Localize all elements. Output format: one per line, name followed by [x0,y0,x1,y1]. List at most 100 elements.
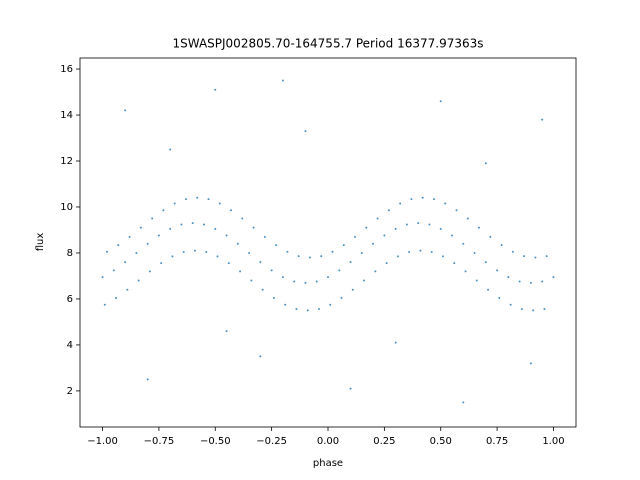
point [281,276,284,279]
point [529,281,532,284]
point [239,270,242,273]
point [169,227,172,230]
point [248,251,251,254]
point [487,288,490,291]
y-tick-label: 6 [67,294,73,305]
point [529,362,532,365]
point [103,303,106,306]
point [498,297,501,300]
x-axis-label: phase [313,458,343,469]
point [205,251,208,254]
point [214,227,217,230]
point [124,261,127,264]
point [225,330,228,333]
point [101,276,104,279]
point [541,280,544,283]
x-tick-label: 0.75 [486,436,508,447]
point [261,288,264,291]
chart-title: 1SWASPJ002805.70-164755.7 Period 16377.9… [172,37,483,51]
point [363,279,366,282]
point [394,227,397,230]
point [112,269,115,272]
point [304,281,307,284]
point [329,303,332,306]
point [475,279,478,282]
point [207,198,210,201]
point [227,262,230,265]
point [297,255,300,258]
point [484,162,487,165]
point [250,279,253,282]
point [193,249,196,252]
point [484,261,487,264]
point [180,223,183,226]
point [523,255,526,258]
point [365,226,368,229]
point [511,250,514,253]
x-tick-label: −0.25 [256,436,287,447]
point [360,251,363,254]
point [408,251,411,254]
point [462,401,465,404]
point [552,276,555,279]
point [340,297,343,300]
point [320,255,323,258]
point [259,261,262,264]
point [383,234,386,237]
point [399,202,402,205]
point [173,202,176,205]
x-tick-label: 1.00 [542,436,564,447]
point [151,217,154,220]
x-tick-label: 0.00 [317,436,339,447]
point [518,280,521,283]
point [507,276,510,279]
point [315,280,318,283]
plot-frame [79,57,577,428]
point [137,279,140,282]
point [541,118,544,121]
point [439,100,442,103]
point [252,226,255,229]
point [126,288,129,291]
point [146,242,149,245]
point [500,244,503,247]
point [453,262,456,265]
point [466,217,469,220]
point [160,262,163,265]
point [534,256,537,259]
point [432,198,435,201]
point [281,79,284,82]
point [396,255,399,258]
y-tick-label: 10 [60,202,73,213]
y-tick-label: 4 [67,340,73,351]
point [230,209,233,212]
x-tick-label: −0.50 [200,436,231,447]
point [430,251,433,254]
point [135,251,138,254]
point [417,222,420,225]
point [139,226,142,229]
point [455,209,458,212]
point [184,198,187,201]
point [270,269,273,272]
point [532,309,535,312]
point [349,387,352,390]
point [259,355,262,358]
point [349,261,352,264]
point [157,234,160,237]
point [543,308,546,311]
point [196,196,199,199]
point [496,269,499,272]
x-tick-label: −0.75 [144,436,175,447]
point [374,270,377,273]
point [214,88,217,91]
point [451,234,453,237]
point [106,250,109,253]
point [115,297,118,300]
point [124,109,127,112]
point [342,244,345,247]
y-tick-label: 8 [67,248,73,259]
point [478,226,481,229]
point [520,308,523,311]
